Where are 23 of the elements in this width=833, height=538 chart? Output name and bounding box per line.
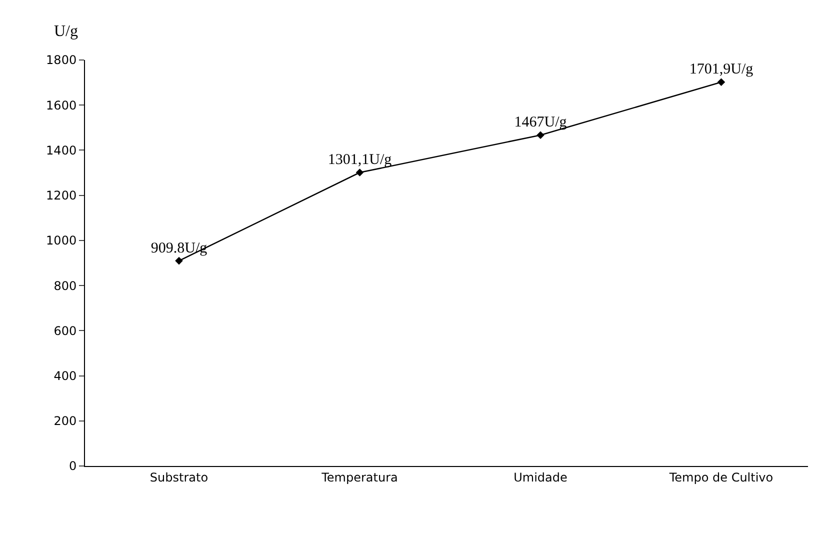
data-label: 1467U/g: [514, 114, 568, 131]
y-tick-label: 400: [54, 368, 77, 383]
y-tick-label: 200: [54, 414, 77, 428]
y-tick-label: 0: [68, 459, 77, 474]
point: [536, 131, 544, 140]
data-label: 909.8U/g: [150, 240, 208, 256]
x-tick-label: Substrato: [150, 470, 208, 484]
x-tick-label: Temperatura: [320, 470, 398, 484]
y-tick-label: 1000: [46, 234, 77, 248]
data-label: 1301,1U/g: [328, 152, 392, 168]
point: [717, 78, 726, 86]
y-tick-label: 1400: [46, 143, 77, 158]
point: [356, 168, 364, 176]
point: [175, 256, 183, 265]
x-tick-label: Umidade: [514, 470, 568, 484]
y-tick-label: 1200: [46, 188, 77, 203]
y-tick-label: 1600: [46, 98, 77, 112]
y-tick-label: 800: [54, 278, 77, 293]
data-label: 1701,9U/g: [689, 62, 754, 78]
x-tick-label: Tempo de Cultivo: [668, 470, 774, 484]
y-tick-label: 600: [54, 324, 77, 338]
y-tick-label: 1800: [46, 53, 77, 68]
y-axis-title: U/g: [54, 23, 78, 40]
